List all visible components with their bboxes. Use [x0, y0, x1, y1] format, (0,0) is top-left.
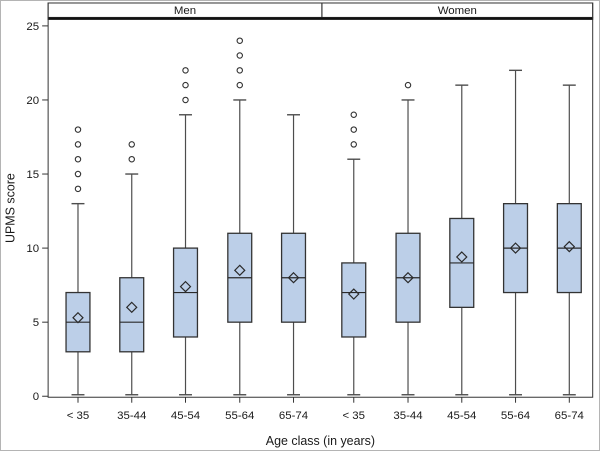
box-women-4: [556, 84, 582, 396]
x-category-label: 35-44: [117, 410, 147, 422]
x-category-label: 65-74: [279, 410, 309, 422]
box-men-3: [227, 37, 253, 396]
x-category-label: 55-64: [501, 410, 531, 422]
panel-header-band: Men Women: [47, 2, 594, 20]
box-men-4: [280, 114, 307, 396]
x-category-label: < 35: [342, 410, 365, 422]
outlier-point: [74, 170, 82, 178]
outlier-point: [236, 81, 244, 89]
outlier-point: [404, 81, 412, 89]
outlier-point: [74, 141, 82, 148]
panel-label-men: Men: [174, 5, 196, 17]
outlier-point: [74, 185, 82, 193]
mean-diamond-icon: [179, 280, 192, 293]
header-band-box: [47, 2, 594, 18]
box-women-2: [449, 84, 475, 396]
mean-diamond-icon: [455, 251, 468, 263]
mean-diamond-icon: [233, 264, 246, 277]
x-category-label: 35-44: [393, 410, 423, 422]
box-men-1: [119, 141, 145, 396]
outlier-point: [182, 81, 189, 89]
y-axis-title: UPMS score: [3, 173, 17, 243]
outlier-point: [128, 155, 135, 163]
mean-diamond-icon: [509, 242, 522, 254]
y-tick-label: 20: [26, 95, 39, 107]
x-category-label: < 35: [67, 410, 90, 422]
outlier-point: [236, 52, 244, 59]
mean-diamond-icon: [287, 271, 300, 284]
y-tick-label: 10: [26, 243, 39, 255]
outlier-point: [350, 141, 357, 148]
x-category-label: 65-74: [555, 410, 585, 422]
y-tick-label: 25: [26, 21, 39, 33]
outlier-point: [74, 126, 82, 133]
box-men-2: [172, 67, 199, 396]
x-category-label: 45-54: [171, 410, 201, 422]
outlier-point: [74, 155, 82, 163]
mean-diamond-icon: [347, 288, 360, 300]
plot-frame: [47, 2, 594, 398]
x-category-label: 55-64: [225, 410, 255, 422]
iqr-box: [119, 277, 145, 353]
outlier-point: [236, 37, 244, 44]
box-men-0: [65, 126, 91, 396]
x-category-label: 45-54: [447, 410, 477, 422]
outlier-point: [350, 126, 357, 133]
mean-diamond-icon: [402, 271, 414, 284]
panel-label-women: Women: [438, 5, 477, 17]
outlier-point: [182, 67, 189, 74]
box-women-1: [395, 81, 421, 396]
y-axis: 0 5 10 15 20 25 UPMS score: [3, 21, 49, 403]
outlier-point: [128, 141, 135, 148]
y-tick-label: 5: [33, 317, 39, 329]
mean-diamond-icon: [563, 240, 576, 253]
iqr-box: [341, 262, 367, 338]
outlier-point: [350, 111, 357, 119]
outlier-point: [182, 96, 189, 104]
box-women-0: [341, 111, 367, 396]
box-women-3: [502, 69, 529, 396]
x-axis: < 35 35-44 45-54 55-64 65-74 < 35 35-44 45-54 55…: [67, 397, 585, 448]
outlier-point: [236, 67, 244, 74]
y-tick-label: 0: [33, 391, 39, 403]
mean-diamond-icon: [125, 301, 138, 314]
y-tick-label: 15: [26, 169, 39, 181]
x-axis-title: Age class (in years): [266, 434, 375, 448]
mean-diamond-icon: [72, 311, 84, 324]
